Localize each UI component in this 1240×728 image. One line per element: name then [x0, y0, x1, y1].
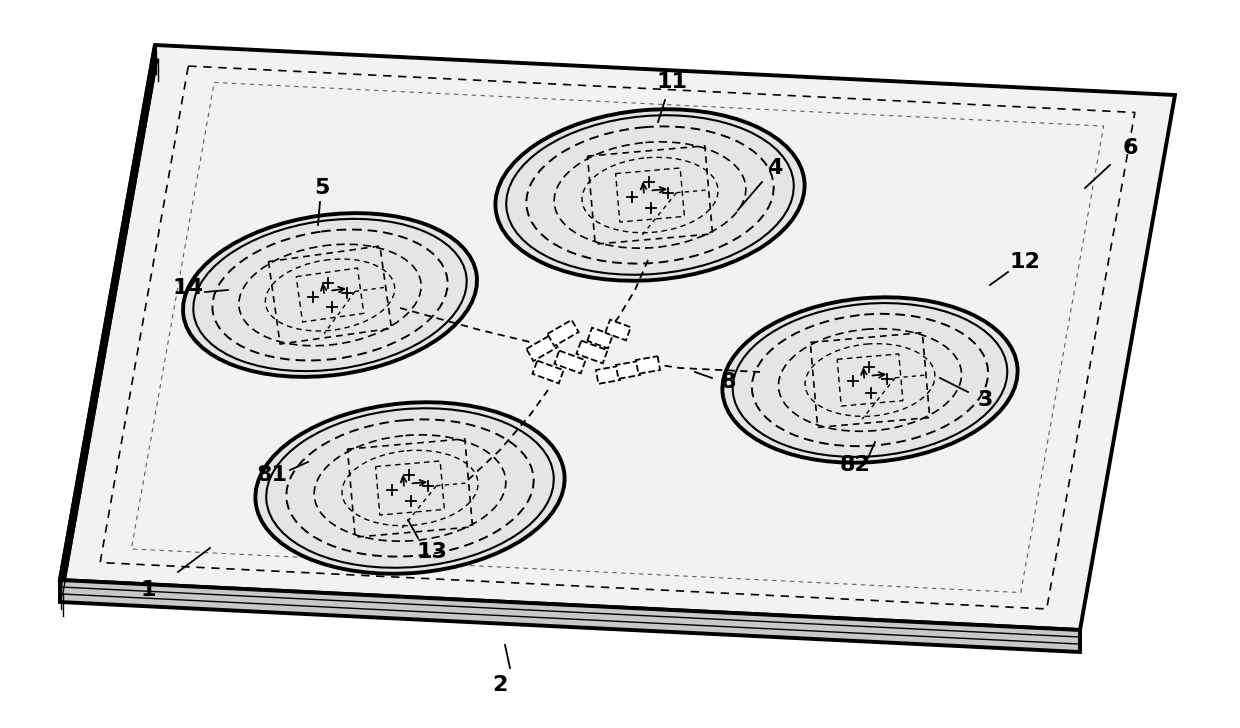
Polygon shape [60, 45, 1176, 630]
Polygon shape [60, 45, 155, 602]
Text: 13: 13 [417, 542, 448, 562]
Text: 14: 14 [172, 278, 203, 298]
Bar [616, 361, 640, 379]
Text: 12: 12 [1009, 252, 1040, 272]
Bar [605, 320, 631, 341]
Ellipse shape [184, 213, 477, 377]
Text: 5: 5 [314, 178, 330, 198]
Bar [636, 356, 660, 373]
Bar [577, 341, 608, 363]
Bar [547, 320, 579, 346]
Bar [596, 366, 620, 384]
Text: 81: 81 [257, 465, 288, 485]
Bar [588, 328, 613, 348]
Ellipse shape [496, 109, 805, 281]
Text: 4: 4 [768, 158, 782, 178]
Text: 2: 2 [492, 675, 507, 695]
Polygon shape [60, 580, 1080, 652]
Text: 1: 1 [140, 580, 156, 600]
Ellipse shape [723, 297, 1018, 463]
Text: 82: 82 [839, 455, 870, 475]
Text: 3: 3 [977, 390, 993, 410]
Text: 6: 6 [1122, 138, 1138, 158]
Ellipse shape [255, 403, 564, 574]
Bar [532, 360, 563, 384]
Bar [526, 335, 558, 361]
Text: 8: 8 [720, 372, 735, 392]
Text: 11: 11 [656, 72, 687, 92]
Bar [554, 351, 585, 373]
